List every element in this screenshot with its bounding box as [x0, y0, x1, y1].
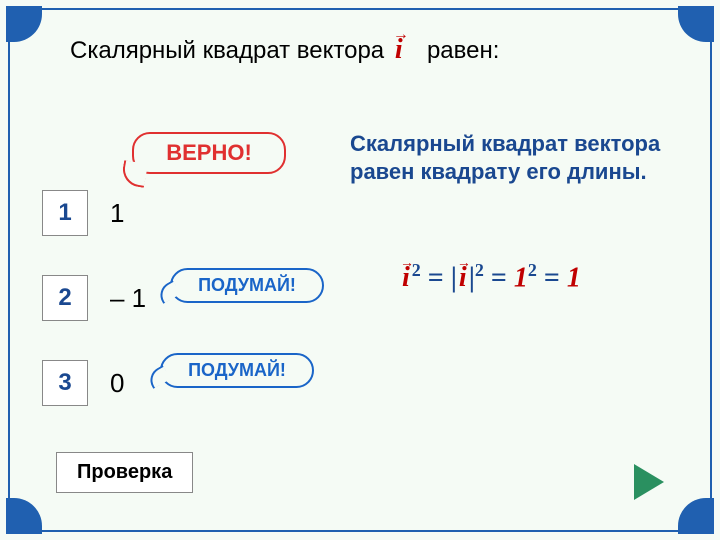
option-button-2[interactable]: 2	[42, 275, 88, 321]
formula: →i2 = |→i|2 = 12 = 1	[400, 260, 581, 294]
question-after: равен:	[427, 37, 499, 64]
formula-i1: →i	[400, 262, 412, 293]
formula-exp2: 2	[475, 260, 484, 280]
question-text: Скалярный квадрат вектора →i равен:	[70, 34, 499, 66]
explanation-text: Скалярный квадрат вектора равен квадрату…	[350, 130, 680, 185]
option-value-1: 1	[110, 198, 124, 229]
formula-i2: →i	[457, 262, 469, 293]
feedback-correct-bubble: ВЕРНО!	[132, 132, 286, 174]
option-button-3[interactable]: 3	[42, 360, 88, 406]
next-arrow-icon[interactable]	[634, 464, 664, 500]
option-button-1[interactable]: 1	[42, 190, 88, 236]
question-before: Скалярный квадрат вектора	[70, 37, 384, 64]
option-value-2: – 1	[110, 283, 146, 314]
formula-eq1: =	[428, 262, 451, 293]
feedback-think-bubble-2: ПОДУМАЙ!	[160, 353, 314, 388]
formula-one1: 1	[514, 262, 528, 293]
formula-result: 1	[567, 262, 581, 293]
check-button[interactable]: Проверка	[56, 452, 193, 493]
feedback-think-bubble-1: ПОДУМАЙ!	[170, 268, 324, 303]
vector-arrow-icon: →	[393, 26, 409, 44]
formula-eq3: =	[544, 262, 567, 293]
formula-eq2: =	[491, 262, 514, 293]
vector-i-symbol: →i	[391, 34, 414, 65]
formula-exp3: 2	[528, 260, 537, 280]
option-value-3: 0	[110, 368, 124, 399]
